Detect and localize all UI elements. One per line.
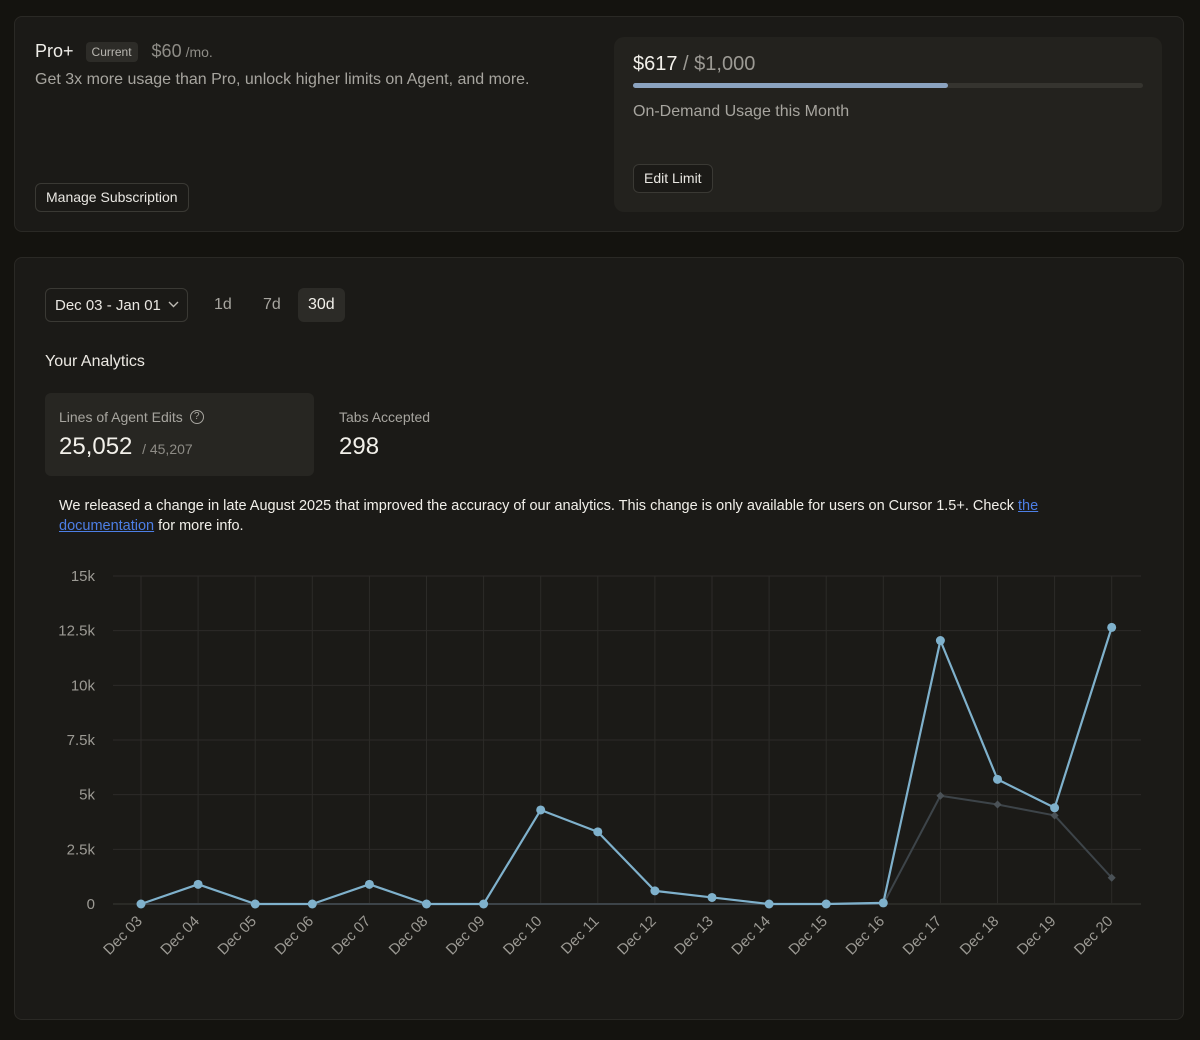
- date-range-select[interactable]: Dec 03 - Jan 01: [45, 288, 188, 322]
- stat-agent-edits-total: / 45,207: [142, 441, 193, 457]
- series-accepted-point: [422, 899, 431, 909]
- analytics-line-chart: 0 2.5k 5k 7.5k 10k 12.5k 15k Dec 03 Dec 04 Dec 05…: [58, 568, 1141, 959]
- x-tick-label: Dec 19: [1014, 913, 1060, 959]
- x-tick-label: Dec 03: [100, 913, 146, 959]
- x-tick-label: Dec 14: [728, 913, 774, 959]
- help-icon[interactable]: ?: [189, 410, 204, 424]
- series-accepted-point: [935, 636, 945, 646]
- x-tick-label: Dec 11: [558, 913, 603, 958]
- series-accepted-point: [536, 805, 546, 815]
- stat-agent-edits-label: Lines of Agent Edits: [59, 409, 183, 425]
- series-accepted-point: [136, 899, 146, 909]
- date-range-value: Dec 03 - Jan 01: [55, 296, 161, 314]
- analytics-title: Your Analytics: [45, 353, 145, 370]
- notice-text: We released a change in late August 2025…: [59, 498, 1019, 514]
- usage-progress-bar: [633, 83, 1143, 88]
- documentation-link[interactable]: the documentation: [59, 498, 1039, 534]
- plan-title-row: Pro+ Current $60 /mo.: [35, 41, 213, 62]
- x-tick-label: Dec 05: [214, 913, 260, 959]
- usage-label: On-Demand Usage this Month: [633, 103, 850, 120]
- series-accepted-point: [821, 899, 831, 909]
- series-accepted-point: [878, 898, 888, 908]
- plan-card: Pro+ Current $60 /mo. Get 3x more usage …: [14, 16, 1184, 232]
- x-tick-label: Dec 12: [614, 913, 660, 959]
- stat-agent-edits-value: 25,052: [59, 433, 133, 460]
- series-suggested-point: [936, 791, 945, 800]
- current-plan-badge: Current: [85, 41, 138, 62]
- stat-agent-edits[interactable]: Lines of Agent Edits ? 25,052 / 45,207: [45, 393, 314, 476]
- series-suggested-point: [1107, 873, 1116, 882]
- series-accepted-point: [193, 879, 203, 889]
- stat-tabs-accepted[interactable]: Tabs Accepted 298: [325, 393, 575, 476]
- x-tick-label: Dec 08: [386, 913, 432, 959]
- tab-30d[interactable]: 30d: [298, 288, 345, 322]
- manage-subscription-button[interactable]: Manage Subscription: [35, 183, 189, 212]
- x-tick-label: Dec 09: [443, 913, 489, 959]
- series-accepted-point: [764, 899, 774, 909]
- plan-price: $60: [151, 41, 182, 61]
- x-tick-label: Dec 15: [785, 913, 831, 959]
- usage-amount: $617: [633, 53, 678, 75]
- x-tick-label: Dec 07: [329, 913, 375, 959]
- series-accepted-point: [593, 827, 603, 837]
- y-tick-label: 2.5k: [67, 841, 96, 858]
- series-accepted-point: [993, 774, 1002, 784]
- series-accepted-point: [707, 892, 717, 902]
- x-tick-label: Dec 17: [900, 913, 946, 959]
- y-tick-label: 12.5k: [58, 623, 95, 640]
- analytics-card: Dec 03 - Jan 01 1d 7d 30d Your Analytics…: [14, 257, 1184, 1020]
- tab-1d[interactable]: 1d: [214, 296, 232, 313]
- tab-7d[interactable]: 7d: [263, 296, 281, 313]
- series-suggested-point: [1050, 811, 1059, 820]
- y-tick-label: 15k: [71, 568, 96, 585]
- series-suggested-point: [993, 800, 1002, 809]
- x-tick-label: Dec 16: [842, 913, 888, 959]
- stat-agent-edits-value-row: 25,052 / 45,207: [59, 433, 193, 461]
- x-tick-label: Dec 10: [500, 913, 546, 959]
- y-tick-label: 0: [87, 896, 95, 913]
- series-accepted-point: [364, 879, 374, 889]
- stat-tabs-accepted-label: Tabs Accepted: [339, 409, 431, 425]
- series-accepted-line: [140, 627, 1113, 906]
- series-accepted-point: [1050, 803, 1060, 813]
- y-tick-label: 7.5k: [67, 732, 96, 749]
- usage-amount-row: $617 / $1,000: [633, 53, 755, 76]
- series-suggested-line: [141, 794, 1113, 905]
- edit-limit-button[interactable]: Edit Limit: [633, 164, 713, 193]
- plan-description: Get 3x more usage than Pro, unlock highe…: [35, 71, 530, 88]
- x-tick-label: Dec 13: [671, 913, 717, 959]
- usage-limit: / $1,000: [677, 53, 756, 75]
- y-tick-label: 10k: [71, 677, 96, 694]
- x-tick-label: Dec 06: [271, 913, 317, 959]
- series-accepted-point: [1107, 622, 1117, 632]
- x-tick-label: Dec 20: [1071, 913, 1117, 959]
- x-tick-label: Dec 04: [157, 913, 203, 959]
- notice-suffix: for more info.: [154, 518, 244, 534]
- y-tick-label: 5k: [79, 787, 95, 804]
- analytics-notice: We released a change in late August 2025…: [59, 496, 1079, 536]
- series-accepted-point: [307, 899, 317, 909]
- series-accepted-point: [250, 899, 260, 909]
- stat-agent-edits-label-row: Lines of Agent Edits ?: [59, 409, 204, 425]
- on-demand-usage-panel: $617 / $1,000 On-Demand Usage this Month…: [614, 37, 1162, 212]
- stat-tabs-accepted-value: 298: [339, 433, 380, 460]
- x-tick-label: Dec 18: [957, 913, 1003, 959]
- series-accepted-point: [650, 886, 660, 896]
- plan-name: Pro+: [35, 41, 74, 61]
- plan-price-unit: /mo.: [185, 43, 213, 60]
- chevron-down-icon: [168, 299, 179, 311]
- series-accepted-point: [479, 899, 489, 909]
- usage-progress-fill: [633, 83, 948, 88]
